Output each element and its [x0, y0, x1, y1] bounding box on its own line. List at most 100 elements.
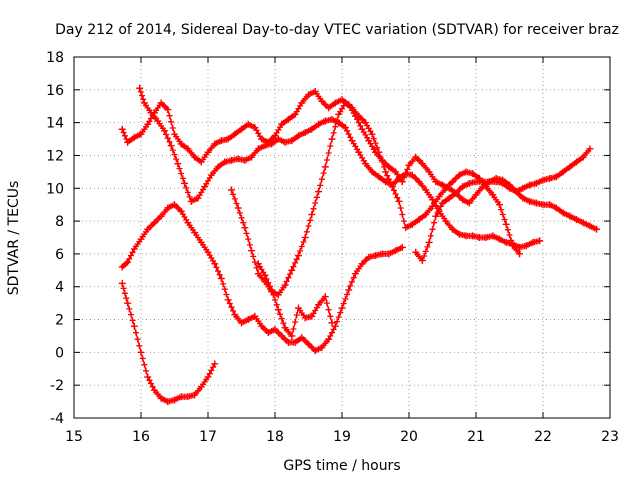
data-point — [238, 319, 245, 327]
data-point — [254, 260, 262, 268]
data-point — [382, 178, 390, 186]
data-point — [118, 279, 126, 287]
data-point — [298, 99, 306, 107]
data-point — [291, 110, 299, 118]
data-point — [428, 196, 436, 204]
data-point — [154, 117, 162, 125]
data-point — [197, 383, 205, 391]
data-point — [294, 252, 302, 260]
data-point — [191, 229, 199, 237]
data-point — [130, 245, 138, 253]
data-series — [118, 84, 601, 406]
data-point — [368, 168, 376, 176]
data-point — [432, 178, 440, 186]
data-point — [415, 178, 423, 186]
data-point — [539, 176, 547, 184]
data-point — [191, 153, 199, 161]
data-point — [469, 232, 477, 240]
data-point — [231, 311, 239, 319]
data-point — [248, 153, 256, 161]
data-point — [157, 212, 165, 220]
series-arc-6 — [254, 260, 336, 340]
data-point — [398, 243, 406, 251]
data-point — [355, 112, 363, 120]
data-point — [375, 148, 383, 156]
data-point — [224, 135, 232, 143]
data-point — [204, 148, 212, 156]
data-point — [428, 202, 436, 210]
data-point — [194, 194, 202, 202]
data-point — [268, 140, 276, 148]
data-point — [516, 250, 524, 258]
data-point — [372, 252, 379, 260]
data-point — [331, 99, 339, 107]
data-point — [442, 217, 450, 225]
data-point — [459, 183, 467, 191]
data-point — [479, 178, 487, 186]
series-arc-1 — [118, 87, 601, 233]
data-point — [482, 234, 490, 241]
data-point — [341, 99, 349, 107]
data-point — [144, 373, 152, 381]
data-point — [361, 160, 369, 168]
data-point — [499, 179, 507, 187]
data-point — [315, 301, 323, 309]
data-point — [375, 173, 383, 181]
data-point — [492, 178, 500, 186]
data-point — [124, 299, 132, 307]
data-point — [301, 314, 309, 322]
data-point — [392, 168, 400, 176]
x-tick-label: 16 — [132, 429, 150, 445]
data-point — [251, 124, 259, 132]
x-tick-label: 21 — [467, 429, 485, 445]
data-point — [425, 168, 433, 176]
data-point — [305, 91, 312, 99]
data-point — [204, 373, 212, 381]
data-point — [181, 179, 189, 187]
data-point — [509, 242, 517, 250]
data-point — [187, 197, 195, 205]
y-tick-label: 18 — [46, 50, 64, 66]
y-tick-label: 16 — [46, 83, 64, 99]
data-point — [217, 137, 225, 145]
data-point — [301, 234, 309, 241]
data-point — [449, 225, 457, 233]
data-point — [271, 325, 279, 333]
data-point — [462, 232, 470, 240]
data-point — [164, 106, 172, 114]
data-point — [418, 256, 426, 264]
data-point — [281, 138, 289, 146]
data-point — [331, 322, 339, 330]
data-point — [526, 197, 534, 205]
y-tick-label: 8 — [55, 214, 64, 230]
series-line — [121, 90, 597, 230]
data-point — [137, 348, 145, 356]
data-point — [502, 238, 510, 246]
series-arc-2 — [118, 201, 406, 355]
data-point — [465, 179, 473, 187]
data-point — [425, 238, 433, 246]
data-point — [284, 115, 292, 123]
data-point — [529, 238, 537, 246]
data-point — [301, 128, 309, 136]
data-point — [355, 148, 363, 156]
series-markers — [255, 260, 335, 339]
data-point — [144, 120, 152, 128]
data-point — [191, 391, 199, 399]
data-point — [573, 215, 580, 223]
data-point — [258, 322, 266, 330]
axis-ticks — [73, 56, 611, 419]
data-point — [124, 258, 132, 266]
data-point — [288, 266, 296, 274]
data-point — [177, 393, 185, 401]
data-point — [278, 332, 286, 340]
data-point — [495, 235, 503, 243]
data-point — [328, 115, 336, 123]
data-point — [442, 184, 450, 192]
series-arc-7 — [412, 145, 594, 264]
data-point — [536, 237, 544, 245]
data-point — [328, 135, 336, 143]
data-point — [395, 197, 403, 205]
data-point — [506, 184, 513, 192]
